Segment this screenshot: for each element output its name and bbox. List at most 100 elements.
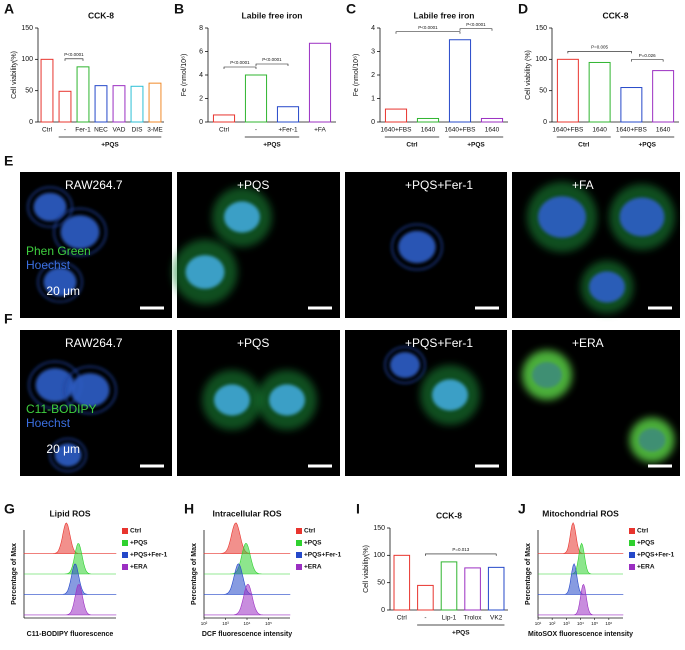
cell-membrane xyxy=(37,261,83,303)
y-axis-label: Cell viability (%) xyxy=(525,50,532,100)
y-axis-label: Percentage of Max xyxy=(191,543,198,605)
bar xyxy=(556,58,579,123)
x-tick-label: 10⁵ xyxy=(591,621,598,626)
significance-bracket xyxy=(567,51,632,54)
chart-title: Lipid ROS xyxy=(49,508,90,518)
panel-label: E xyxy=(4,153,13,169)
bar xyxy=(148,82,162,123)
legend-label: +ERA xyxy=(637,564,655,571)
x-tick-label: - xyxy=(255,127,257,134)
x-tick-label: 10² xyxy=(549,621,556,626)
nucleus xyxy=(538,196,586,238)
panel-label: G xyxy=(4,501,15,517)
y-tick-label: 0 xyxy=(29,119,33,126)
panel-label: H xyxy=(184,501,194,517)
nucleus xyxy=(33,192,67,222)
y-axis-label: Fe (nmol/10⁶) xyxy=(181,54,188,97)
x-tick-label: 10¹ xyxy=(535,621,542,626)
y-axis-label: Percentage of Max xyxy=(11,543,18,605)
x-tick-label: - xyxy=(64,127,66,134)
y-tick-label: 3 xyxy=(371,48,375,55)
image-title: RAW264.7 xyxy=(65,336,123,350)
group-label: +PQS xyxy=(638,142,656,149)
bar xyxy=(76,66,90,123)
significance-label: P=0.005 xyxy=(591,45,608,50)
x-tick-label: 1640+FBS xyxy=(445,127,477,134)
x-axis-label: C11-BODIPY fluorescence xyxy=(27,631,114,638)
cell-membrane xyxy=(63,365,117,415)
legend-swatch xyxy=(122,552,128,558)
x-tick-label: 1640+FBS xyxy=(381,127,413,134)
x-tick-label: +FA xyxy=(314,127,326,134)
significance-label: P<0.0001 xyxy=(418,25,438,30)
stain-label: Phen Green xyxy=(26,244,91,258)
y-tick-label: 2 xyxy=(199,95,203,102)
bar xyxy=(464,567,481,611)
chart-title: CCK-8 xyxy=(88,10,114,20)
x-tick-label: +Fer-1 xyxy=(278,127,298,134)
micrograph: +ERA xyxy=(512,330,680,476)
bar xyxy=(652,70,675,123)
image-title: +PQS xyxy=(237,336,269,350)
nucleus xyxy=(589,271,625,303)
nucleus xyxy=(214,384,250,416)
bar xyxy=(112,85,126,123)
significance-bracket xyxy=(395,31,461,34)
legend-swatch xyxy=(122,540,128,546)
group-label: +PQS xyxy=(452,630,470,637)
image-title: +FA xyxy=(572,178,594,192)
y-tick-label: 50 xyxy=(25,88,33,95)
panel-label: D xyxy=(518,1,528,17)
cell-membrane xyxy=(53,207,107,257)
y-tick-label: 4 xyxy=(371,25,375,32)
y-tick-label: 1 xyxy=(371,95,375,102)
x-tick-label: Ctrl xyxy=(42,127,53,134)
x-tick-label: Lip-1 xyxy=(442,615,457,622)
group-label: Ctrl xyxy=(406,142,417,149)
image-title: +PQS xyxy=(237,178,269,192)
scale-label: 20 μm xyxy=(46,442,80,456)
x-tick-label: DIS xyxy=(132,127,144,134)
panel-label: I xyxy=(356,501,360,517)
y-tick-label: 50 xyxy=(539,88,547,95)
x-tick-label: 10³ xyxy=(222,621,229,626)
legend-swatch xyxy=(629,540,635,546)
cell-membrane xyxy=(27,186,73,228)
stain-label: Hoechst xyxy=(26,416,71,430)
significance-bracket xyxy=(223,66,257,69)
micrograph: +PQS+Fer-1 xyxy=(345,330,507,476)
bar xyxy=(244,74,268,123)
significance-label: P=0.013 xyxy=(452,547,469,552)
significance-bracket xyxy=(64,58,84,61)
x-tick-label: 3-ME xyxy=(147,127,163,134)
nucleus xyxy=(390,352,420,378)
legend-swatch xyxy=(629,564,635,570)
chart-title: Labile free iron xyxy=(414,10,475,20)
bar xyxy=(212,114,236,123)
x-tick-label: 10⁵ xyxy=(265,621,272,626)
nucleus xyxy=(43,267,77,297)
nucleus xyxy=(638,428,666,452)
x-tick-label: 10³ xyxy=(563,621,570,626)
y-axis-label: Percentage of Max xyxy=(525,543,532,605)
significance-bracket xyxy=(425,553,497,556)
x-tick-label: - xyxy=(424,615,426,622)
legend-swatch xyxy=(296,552,302,558)
chart-title: Mitochondrial ROS xyxy=(542,508,619,518)
panel-label: J xyxy=(518,501,526,517)
x-tick-label: 1640 xyxy=(421,127,436,134)
y-tick-label: 100 xyxy=(373,552,385,559)
micrograph: RAW264.7 xyxy=(20,330,172,476)
legend-label: +PQS+Fer-1 xyxy=(130,552,168,559)
y-tick-label: 150 xyxy=(21,25,33,32)
bar xyxy=(480,117,504,123)
histogram-curve xyxy=(537,583,624,616)
y-tick-label: 0 xyxy=(381,607,385,614)
bar xyxy=(416,117,440,123)
chart-title: CCK-8 xyxy=(603,10,629,20)
x-axis-label: DCF fluorescence intensity xyxy=(202,631,292,638)
image-title: +PQS+Fer-1 xyxy=(405,178,473,192)
bar xyxy=(417,584,434,611)
x-tick-label: Ctrl xyxy=(397,615,408,622)
